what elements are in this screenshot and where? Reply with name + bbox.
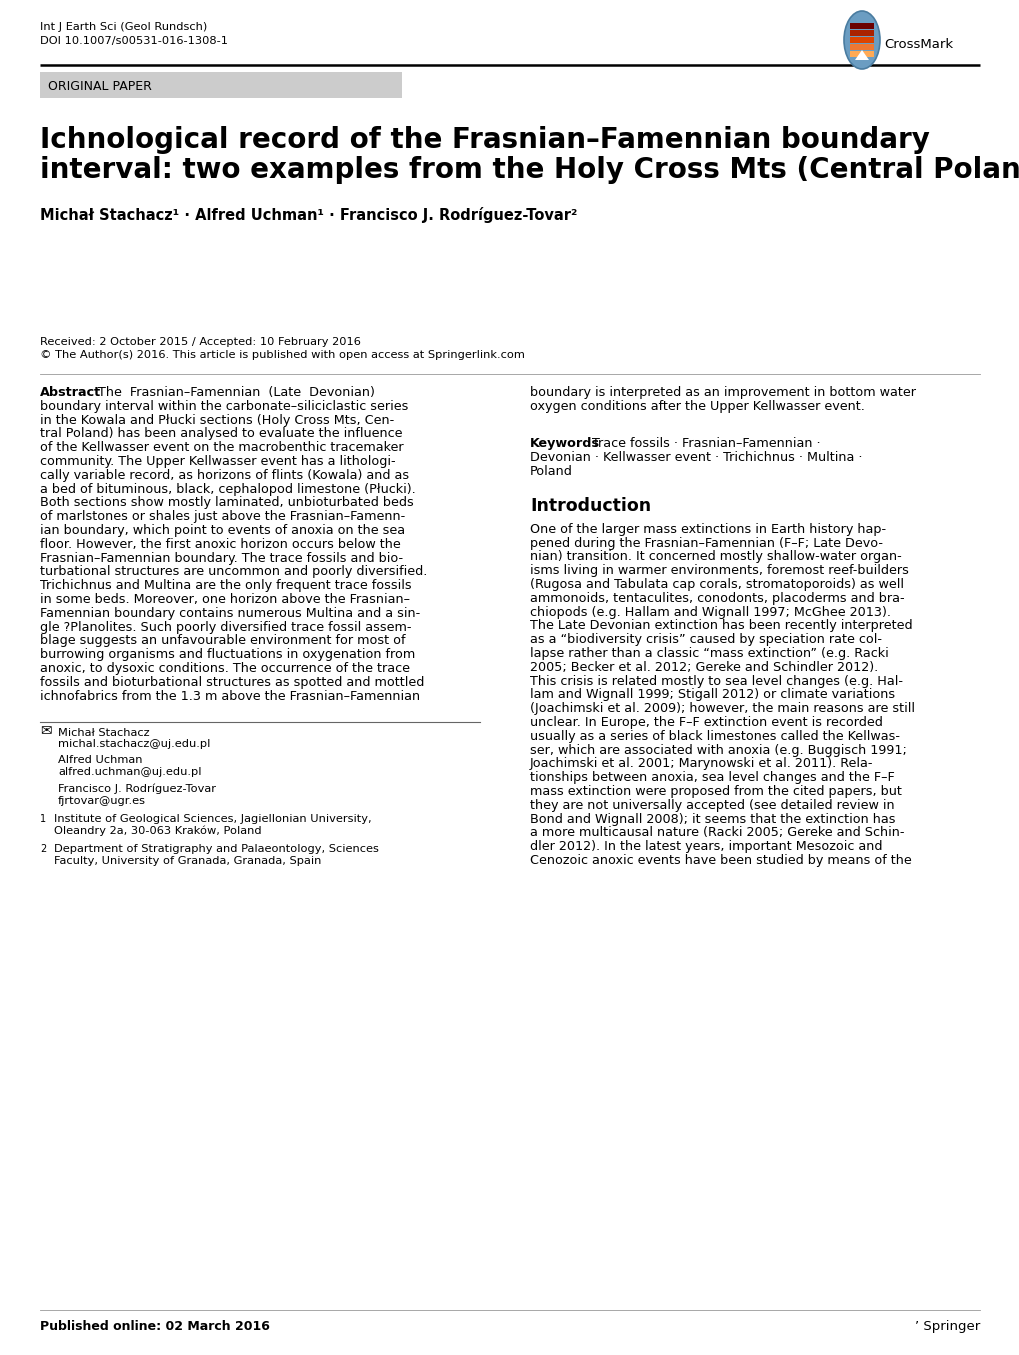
- Text: (Joachimski et al. 2009); however, the main reasons are still: (Joachimski et al. 2009); however, the m…: [530, 702, 914, 715]
- Text: tral Poland) has been analysed to evaluate the influence: tral Poland) has been analysed to evalua…: [40, 427, 403, 440]
- Text: a bed of bituminous, black, cephalopod limestone (Płucki).: a bed of bituminous, black, cephalopod l…: [40, 482, 416, 496]
- Text: The  Frasnian–Famennian  (Late  Devonian): The Frasnian–Famennian (Late Devonian): [98, 386, 375, 398]
- Text: Department of Stratigraphy and Palaeontology, Sciences: Department of Stratigraphy and Palaeonto…: [54, 844, 378, 854]
- Text: they are not universally accepted (see detailed review in: they are not universally accepted (see d…: [530, 799, 894, 812]
- Text: Cenozoic anoxic events have been studied by means of the: Cenozoic anoxic events have been studied…: [530, 854, 911, 867]
- Text: Both sections show mostly laminated, unbioturbated beds: Both sections show mostly laminated, unb…: [40, 496, 414, 509]
- Text: pened during the Frasnian–Famennian (F–F; Late Devo-: pened during the Frasnian–Famennian (F–F…: [530, 537, 882, 550]
- Ellipse shape: [843, 11, 879, 69]
- Text: Poland: Poland: [530, 465, 573, 478]
- Text: Ichnological record of the Frasnian–Famennian boundary: Ichnological record of the Frasnian–Fame…: [40, 126, 929, 154]
- Text: interval: two examples from the Holy Cross Mts (Central Poland): interval: two examples from the Holy Cro…: [40, 156, 1019, 184]
- Text: Frasnian–Famennian boundary. The trace fossils and bio-: Frasnian–Famennian boundary. The trace f…: [40, 551, 403, 565]
- Bar: [849, 30, 873, 37]
- Text: fjrtovar@ugr.es: fjrtovar@ugr.es: [58, 795, 146, 806]
- Text: 2005; Becker et al. 2012; Gereke and Schindler 2012).: 2005; Becker et al. 2012; Gereke and Sch…: [530, 661, 877, 673]
- Text: © The Author(s) 2016. This article is published with open access at Springerlink: © The Author(s) 2016. This article is pu…: [40, 350, 525, 360]
- Text: Faculty, University of Granada, Granada, Spain: Faculty, University of Granada, Granada,…: [54, 856, 321, 866]
- Text: dler 2012). In the latest years, important Mesozoic and: dler 2012). In the latest years, importa…: [530, 840, 881, 854]
- Text: ORIGINAL PAPER: ORIGINAL PAPER: [48, 80, 152, 93]
- Text: Famennian boundary contains numerous Multina and a sin-: Famennian boundary contains numerous Mul…: [40, 607, 420, 619]
- Text: blage suggests an unfavourable environment for most of: blage suggests an unfavourable environme…: [40, 634, 406, 648]
- Text: cally variable record, as horizons of flints (Kowala) and as: cally variable record, as horizons of fl…: [40, 469, 409, 482]
- Bar: [849, 23, 873, 28]
- Text: Introduction: Introduction: [530, 497, 650, 515]
- Bar: [40, 72, 401, 98]
- Text: Abstract: Abstract: [40, 386, 101, 398]
- Text: Michał Stachacz¹ · Alfred Uchman¹ · Francisco J. Rodríguez-Tovar²: Michał Stachacz¹ · Alfred Uchman¹ · Fran…: [40, 207, 577, 224]
- Text: Francisco J. Rodríguez-Tovar: Francisco J. Rodríguez-Tovar: [58, 783, 216, 794]
- Text: ’ Springer: ’ Springer: [914, 1320, 979, 1333]
- Text: as a “biodiversity crisis” caused by speciation rate col-: as a “biodiversity crisis” caused by spe…: [530, 633, 881, 646]
- Text: usually as a series of black limestones called the Kellwas-: usually as a series of black limestones …: [530, 730, 899, 743]
- Text: in the Kowala and Płucki sections (Holy Cross Mts, Cen-: in the Kowala and Płucki sections (Holy …: [40, 413, 394, 427]
- Text: in some beds. Moreover, one horizon above the Frasnian–: in some beds. Moreover, one horizon abov…: [40, 593, 410, 606]
- Text: unclear. In Europe, the F–F extinction event is recorded: unclear. In Europe, the F–F extinction e…: [530, 715, 882, 729]
- Text: Oleandry 2a, 30-063 Kraków, Poland: Oleandry 2a, 30-063 Kraków, Poland: [54, 825, 261, 836]
- Text: (Rugosa and Tabulata cap corals, stromatoporoids) as well: (Rugosa and Tabulata cap corals, stromat…: [530, 579, 903, 591]
- Text: DOI 10.1007/s00531-016-1308-1: DOI 10.1007/s00531-016-1308-1: [40, 37, 228, 46]
- Text: turbational structures are uncommon and poorly diversified.: turbational structures are uncommon and …: [40, 565, 427, 579]
- Text: ian boundary, which point to events of anoxia on the sea: ian boundary, which point to events of a…: [40, 524, 405, 537]
- Text: oxygen conditions after the Upper Kellwasser event.: oxygen conditions after the Upper Kellwa…: [530, 400, 864, 413]
- Text: Trace fossils · Frasnian–Famennian ·: Trace fossils · Frasnian–Famennian ·: [591, 438, 820, 450]
- Text: mass extinction were proposed from the cited papers, but: mass extinction were proposed from the c…: [530, 785, 901, 798]
- Text: Published online: 02 March 2016: Published online: 02 March 2016: [40, 1320, 270, 1333]
- Text: anoxic, to dysoxic conditions. The occurrence of the trace: anoxic, to dysoxic conditions. The occur…: [40, 663, 410, 675]
- Text: lam and Wignall 1999; Stigall 2012) or climate variations: lam and Wignall 1999; Stigall 2012) or c…: [530, 688, 895, 702]
- Text: The Late Devonian extinction has been recently interpreted: The Late Devonian extinction has been re…: [530, 619, 912, 633]
- Text: a more multicausal nature (Racki 2005; Gereke and Schin-: a more multicausal nature (Racki 2005; G…: [530, 827, 904, 839]
- Text: chiopods (e.g. Hallam and Wignall 1997; McGhee 2013).: chiopods (e.g. Hallam and Wignall 1997; …: [530, 606, 891, 619]
- Bar: [849, 43, 873, 50]
- Text: Trichichnus and Multina are the only frequent trace fossils: Trichichnus and Multina are the only fre…: [40, 579, 412, 592]
- Text: isms living in warmer environments, foremost reef-builders: isms living in warmer environments, fore…: [530, 564, 908, 577]
- Text: burrowing organisms and fluctuations in oxygenation from: burrowing organisms and fluctuations in …: [40, 648, 415, 661]
- Text: Keywords: Keywords: [530, 438, 599, 450]
- Text: michal.stachacz@uj.edu.pl: michal.stachacz@uj.edu.pl: [58, 740, 210, 749]
- Text: Received: 2 October 2015 / Accepted: 10 February 2016: Received: 2 October 2015 / Accepted: 10 …: [40, 337, 361, 347]
- Text: 2: 2: [40, 844, 46, 854]
- Text: Bond and Wignall 2008); it seems that the extinction has: Bond and Wignall 2008); it seems that th…: [530, 813, 895, 825]
- Text: alfred.uchman@uj.edu.pl: alfred.uchman@uj.edu.pl: [58, 767, 202, 776]
- Text: ichnofabrics from the 1.3 m above the Frasnian–Famennian: ichnofabrics from the 1.3 m above the Fr…: [40, 690, 420, 703]
- Text: fossils and bioturbational structures as spotted and mottled: fossils and bioturbational structures as…: [40, 676, 424, 688]
- Text: Int J Earth Sci (Geol Rundsch): Int J Earth Sci (Geol Rundsch): [40, 22, 207, 33]
- Text: of marlstones or shales just above the Frasnian–Famenn-: of marlstones or shales just above the F…: [40, 511, 405, 523]
- Text: gle ?Planolites. Such poorly diversified trace fossil assem-: gle ?Planolites. Such poorly diversified…: [40, 621, 411, 634]
- Text: This crisis is related mostly to sea level changes (e.g. Hal-: This crisis is related mostly to sea lev…: [530, 675, 902, 687]
- Text: tionships between anoxia, sea level changes and the F–F: tionships between anoxia, sea level chan…: [530, 771, 894, 785]
- Text: ser, which are associated with anoxia (e.g. Buggisch 1991;: ser, which are associated with anoxia (e…: [530, 744, 906, 756]
- Text: Joachimski et al. 2001; Marynowski et al. 2011). Rela-: Joachimski et al. 2001; Marynowski et al…: [530, 757, 872, 771]
- Bar: [849, 51, 873, 57]
- Text: boundary interval within the carbonate–siliciclastic series: boundary interval within the carbonate–s…: [40, 400, 408, 413]
- Text: lapse rather than a classic “mass extinction” (e.g. Racki: lapse rather than a classic “mass extinc…: [530, 646, 888, 660]
- Text: of the Kellwasser event on the macrobenthic tracemaker: of the Kellwasser event on the macrobent…: [40, 442, 404, 454]
- Polygon shape: [854, 50, 868, 60]
- Text: floor. However, the first anoxic horizon occurs below the: floor. However, the first anoxic horizon…: [40, 538, 400, 550]
- Text: 1: 1: [40, 814, 46, 824]
- Text: community. The Upper Kellwasser event has a lithologi-: community. The Upper Kellwasser event ha…: [40, 455, 395, 467]
- Text: Institute of Geological Sciences, Jagiellonian University,: Institute of Geological Sciences, Jagiel…: [54, 814, 371, 824]
- Text: ammonoids, tentaculites, conodonts, placoderms and bra-: ammonoids, tentaculites, conodonts, plac…: [530, 592, 904, 604]
- Text: CrossMark: CrossMark: [883, 38, 952, 50]
- Text: Devonian · Kellwasser event · Trichichnus · Multina ·: Devonian · Kellwasser event · Trichichnu…: [530, 451, 862, 465]
- Text: One of the larger mass extinctions in Earth history hap-: One of the larger mass extinctions in Ea…: [530, 523, 886, 535]
- Text: Alfred Uchman: Alfred Uchman: [58, 755, 143, 766]
- Text: Michał Stachacz: Michał Stachacz: [58, 728, 150, 737]
- Bar: [849, 37, 873, 43]
- Text: nian) transition. It concerned mostly shallow-water organ-: nian) transition. It concerned mostly sh…: [530, 550, 901, 564]
- Text: boundary is interpreted as an improvement in bottom water: boundary is interpreted as an improvemen…: [530, 386, 915, 398]
- Text: ✉: ✉: [40, 725, 52, 738]
